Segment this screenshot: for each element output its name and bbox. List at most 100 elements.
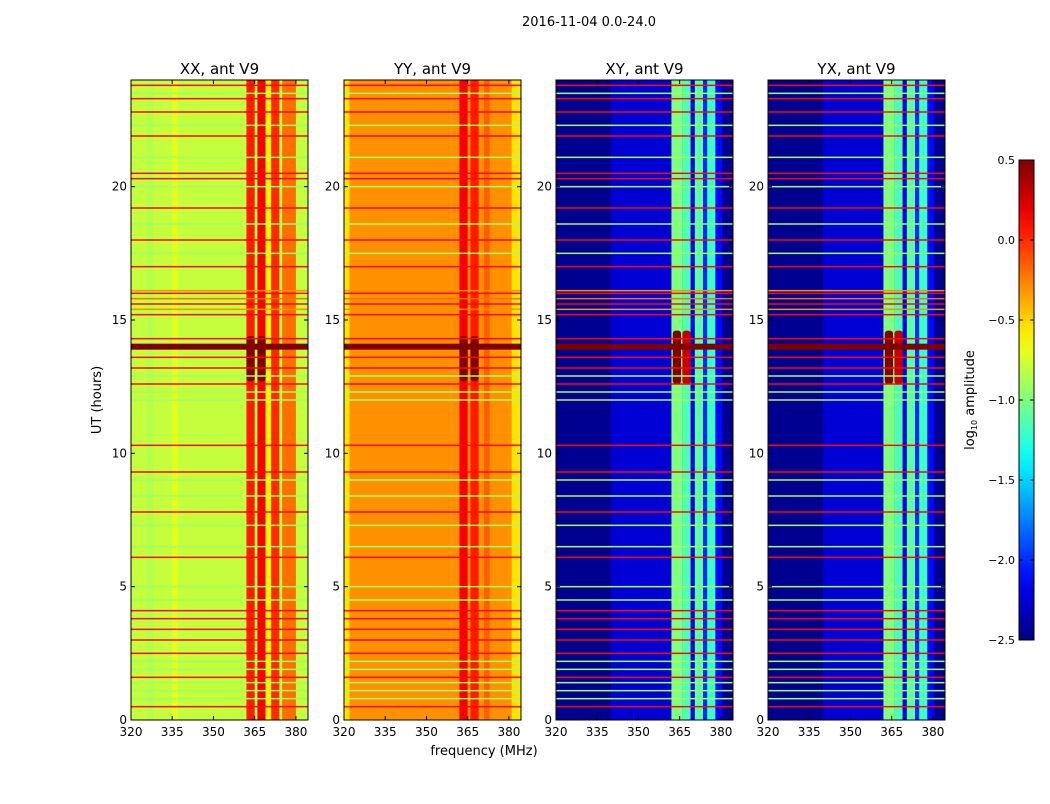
rfi-line	[556, 479, 733, 481]
rfi-blob	[459, 336, 468, 382]
rfi-line	[344, 289, 521, 292]
y-tick-label: 10	[537, 446, 552, 460]
rfi-line	[768, 292, 945, 295]
rfi-line	[768, 639, 945, 641]
rfi-line	[131, 495, 308, 497]
x-tick-label: 320	[120, 725, 143, 739]
rfi-line	[556, 156, 733, 159]
figure-title: 2016-11-04 0.0-24.0	[522, 15, 656, 30]
y-tick-label: 10	[325, 446, 340, 460]
rfi-line	[556, 668, 733, 671]
rfi-line	[344, 297, 521, 300]
rfi-line	[344, 705, 521, 708]
rfi-line	[556, 444, 733, 447]
rfi-line	[556, 303, 733, 305]
rfi-line	[344, 681, 521, 684]
rfi-line	[344, 599, 521, 601]
rfi-line	[556, 545, 733, 548]
rfi-line	[768, 471, 945, 473]
rfi-blob	[246, 336, 255, 382]
panel-xy: XY, ant V9 320 335 350 365 380 0 5 10 15 20	[537, 60, 734, 739]
colorbar: 0.5 0.0 −0.5 −1.0 −1.5 −2.0 −2.5	[988, 154, 1035, 647]
rfi-line	[556, 660, 733, 663]
rfi-line	[768, 681, 945, 684]
rfi-line	[556, 681, 733, 684]
rfi-line	[556, 399, 733, 401]
rfi-line	[344, 524, 521, 527]
rfi-line	[131, 511, 308, 513]
rfi-line	[556, 356, 733, 359]
rfi-line	[768, 617, 945, 620]
x-tick-label: 350	[627, 725, 650, 739]
rfi-line	[131, 705, 308, 708]
rfi-line	[131, 156, 308, 159]
rfi-line	[131, 375, 308, 377]
rfi-line	[344, 135, 521, 137]
rfi-line	[768, 705, 945, 708]
rfi-line	[556, 92, 733, 95]
rfi-line	[344, 185, 521, 188]
rfi-line	[768, 652, 945, 655]
rfi-line	[768, 172, 945, 175]
rfi-line	[768, 297, 945, 300]
rfi-line	[556, 135, 733, 137]
rfi-line	[556, 599, 733, 601]
rfi-line	[768, 84, 945, 87]
panel-yy: YY, ant V9 320 335 350 365 380 0 5 10 15 20	[325, 60, 522, 739]
y-tick-label: 0	[756, 713, 764, 727]
rfi-line	[131, 252, 308, 255]
rfi-line	[131, 303, 308, 305]
panel-title: XX, ant V9	[180, 60, 259, 78]
rfi-line	[768, 289, 945, 292]
rfi-line	[131, 444, 308, 447]
rfi-line	[768, 697, 945, 700]
axes-frame	[555, 79, 734, 721]
x-tick-label: 335	[161, 725, 184, 739]
rfi-line	[131, 207, 308, 209]
x-tick-label: 380	[497, 725, 520, 739]
rfi-line	[344, 676, 521, 679]
rfi-line	[768, 689, 945, 692]
axes-frame	[767, 79, 946, 721]
rfi-line	[768, 177, 945, 180]
rfi-line	[344, 697, 521, 700]
rfi-line	[131, 135, 308, 137]
rfi-line	[768, 545, 945, 548]
colorbar-tick-label: −2.5	[988, 634, 1015, 647]
rfi-line	[131, 697, 308, 700]
rfi-thick-line	[131, 343, 308, 350]
y-tick-label: 15	[112, 313, 127, 327]
rfi-line	[556, 207, 733, 209]
rfi-line	[131, 185, 308, 188]
rfi-line	[556, 556, 733, 559]
rfi-line	[768, 511, 945, 513]
rfi-line	[131, 124, 308, 127]
rfi-line	[556, 705, 733, 708]
y-tick-label: 0	[544, 713, 552, 727]
rfi-line	[131, 556, 308, 559]
rfi-line	[344, 660, 521, 663]
rfi-line	[556, 252, 733, 255]
rfi-line	[131, 391, 308, 393]
rfi-line	[556, 337, 733, 340]
y-tick-label: 10	[749, 446, 764, 460]
rfi-line	[131, 239, 308, 241]
x-tick-label: 320	[757, 725, 780, 739]
x-tick-label: 335	[374, 725, 397, 739]
rfi-line	[768, 124, 945, 127]
y-tick-label: 20	[537, 180, 552, 194]
rfi-line	[131, 97, 308, 100]
rfi-line	[344, 399, 521, 401]
axes-frame	[130, 79, 309, 721]
rfi-line	[768, 356, 945, 359]
y-tick-label: 10	[112, 446, 127, 460]
x-tick-label: 335	[798, 725, 821, 739]
rfi-blob	[257, 336, 266, 382]
rfi-line	[344, 375, 521, 377]
rfi-line	[131, 337, 308, 340]
rfi-thick-line	[344, 343, 521, 350]
rfi-line	[131, 585, 308, 588]
rfi-line	[556, 383, 733, 385]
rfi-line	[768, 239, 945, 241]
rfi-line	[131, 84, 308, 87]
